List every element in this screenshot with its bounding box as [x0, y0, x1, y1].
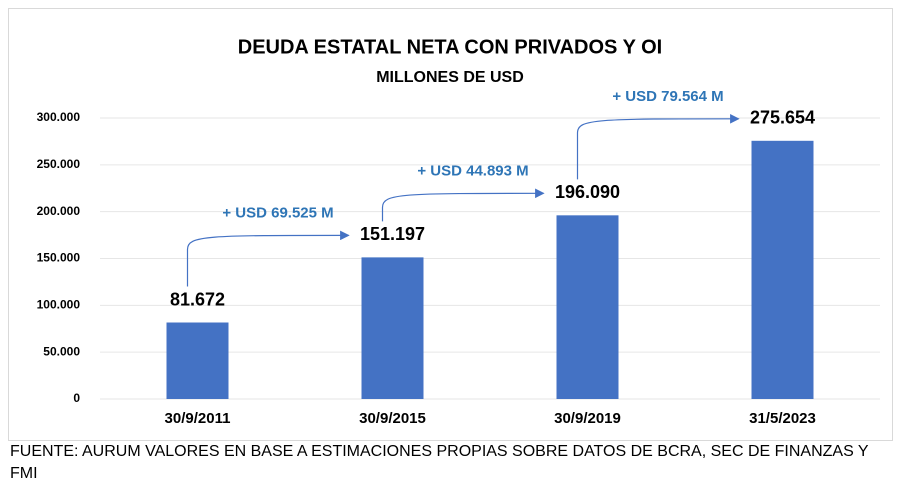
data-label: 196.090 [555, 182, 620, 202]
y-tick-label: 200.000 [37, 204, 81, 218]
data-label: 275.654 [750, 108, 815, 128]
y-tick-label: 50.000 [43, 344, 80, 358]
chart-subtitle: MILLONES DE USD [376, 69, 524, 86]
x-tick-label: 30/9/2015 [359, 410, 426, 427]
x-tick-label: 30/9/2011 [165, 410, 231, 427]
source-note: FUENTE: AURUM VALORES EN BASE A ESTIMACI… [10, 443, 869, 482]
y-tick-label: 250.000 [37, 157, 81, 171]
y-tick-label: 0 [73, 391, 80, 405]
bar [751, 140, 814, 400]
bar [361, 257, 424, 399]
y-tick-label: 300.000 [37, 110, 81, 124]
annotation: + USD 69.525 M [222, 204, 333, 221]
annotation: + USD 79.564 M [612, 88, 723, 105]
data-label: 151.197 [360, 224, 425, 244]
x-tick-label: 31/5/2023 [749, 410, 816, 427]
y-tick-label: 100.000 [37, 298, 81, 312]
x-tick-label: 30/9/2019 [554, 410, 621, 427]
annotation-arrow [186, 230, 350, 287]
chart-title: DEUDA ESTATAL NETA CON PRIVADOS Y OI [238, 36, 662, 58]
y-tick-label: 150.000 [37, 251, 81, 265]
annotation: + USD 44.893 M [417, 162, 528, 179]
bar [166, 322, 229, 399]
annotation-arrow [576, 114, 740, 180]
chart-border [8, 8, 893, 441]
data-label: 81.672 [170, 289, 225, 309]
annotation-arrow [381, 188, 545, 222]
bar [556, 215, 619, 399]
